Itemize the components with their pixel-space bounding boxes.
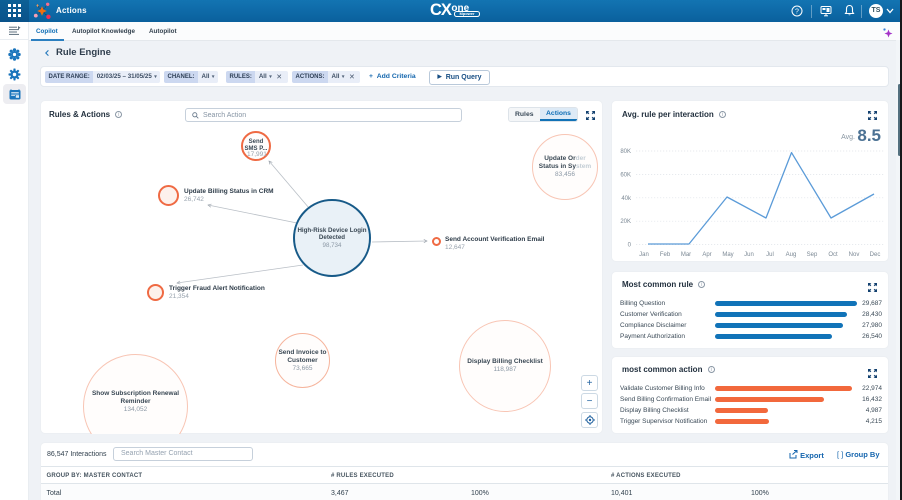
svg-text:Jun: Jun <box>744 252 754 258</box>
svg-text:Mar: Mar <box>681 252 691 258</box>
svg-text:May: May <box>722 252 733 258</box>
svg-text:Sep: Sep <box>807 252 818 258</box>
svg-text:Apr: Apr <box>702 252 711 258</box>
svg-text:Jul: Jul <box>766 252 774 258</box>
svg-text:?: ? <box>795 9 799 16</box>
svg-text:0: 0 <box>628 243 632 249</box>
svg-text:20K: 20K <box>620 219 631 225</box>
svg-text:Dec: Dec <box>870 252 881 258</box>
svg-text:Oct: Oct <box>828 252 838 258</box>
svg-text:80K: 80K <box>620 149 631 155</box>
svg-text:60K: 60K <box>620 172 631 178</box>
svg-text:Feb: Feb <box>660 252 671 258</box>
svg-text:Nov: Nov <box>849 252 860 258</box>
svg-text:40k: 40k <box>621 196 632 202</box>
svg-text:Aug: Aug <box>786 252 797 258</box>
svg-text:Jan: Jan <box>639 252 649 258</box>
